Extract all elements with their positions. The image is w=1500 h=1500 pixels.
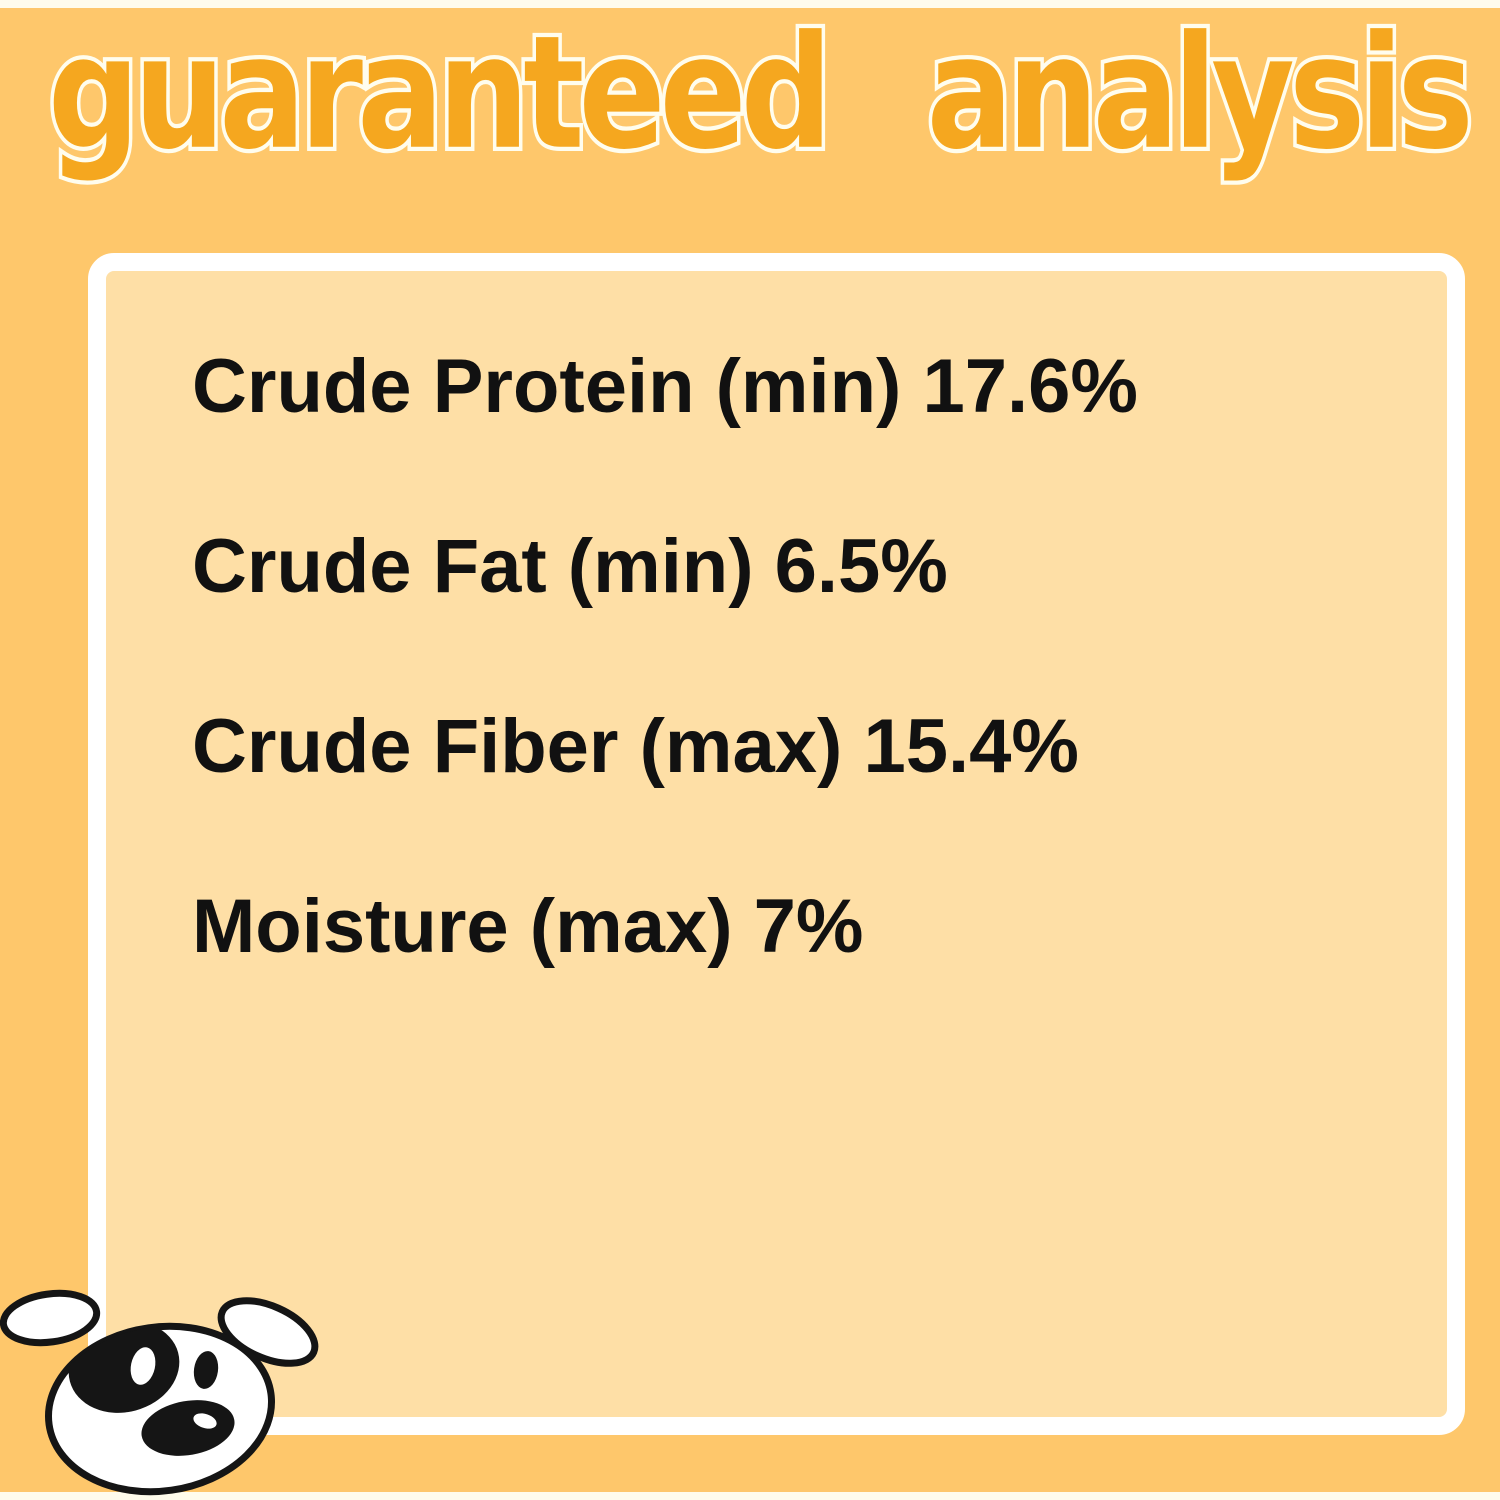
analysis-line-crude-protein: Crude Protein (min) 17.6% xyxy=(192,344,1138,429)
analysis-list: Crude Protein (min) 17.6% Crude Fat (min… xyxy=(106,271,1447,965)
page-title: guaranteed analysis xyxy=(45,0,1478,188)
dog-right-eye xyxy=(193,1351,219,1389)
dog-nose xyxy=(141,1400,235,1456)
analysis-panel: Crude Protein (min) 17.6% Crude Fat (min… xyxy=(88,253,1465,1435)
title-word-guaranteed: guaranteed xyxy=(45,0,836,188)
dog-face-icon xyxy=(0,1285,330,1500)
dog-left-ear xyxy=(0,1289,101,1347)
analysis-line-crude-fat: Crude Fat (min) 6.5% xyxy=(192,524,948,609)
title-word-analysis: analysis xyxy=(923,0,1477,188)
dog-nose-highlight xyxy=(193,1413,217,1429)
dog-left-eye xyxy=(130,1347,156,1385)
analysis-line-moisture: Moisture (max) 7% xyxy=(192,884,864,969)
analysis-line-crude-fiber: Crude Fiber (max) 15.4% xyxy=(192,704,1079,789)
